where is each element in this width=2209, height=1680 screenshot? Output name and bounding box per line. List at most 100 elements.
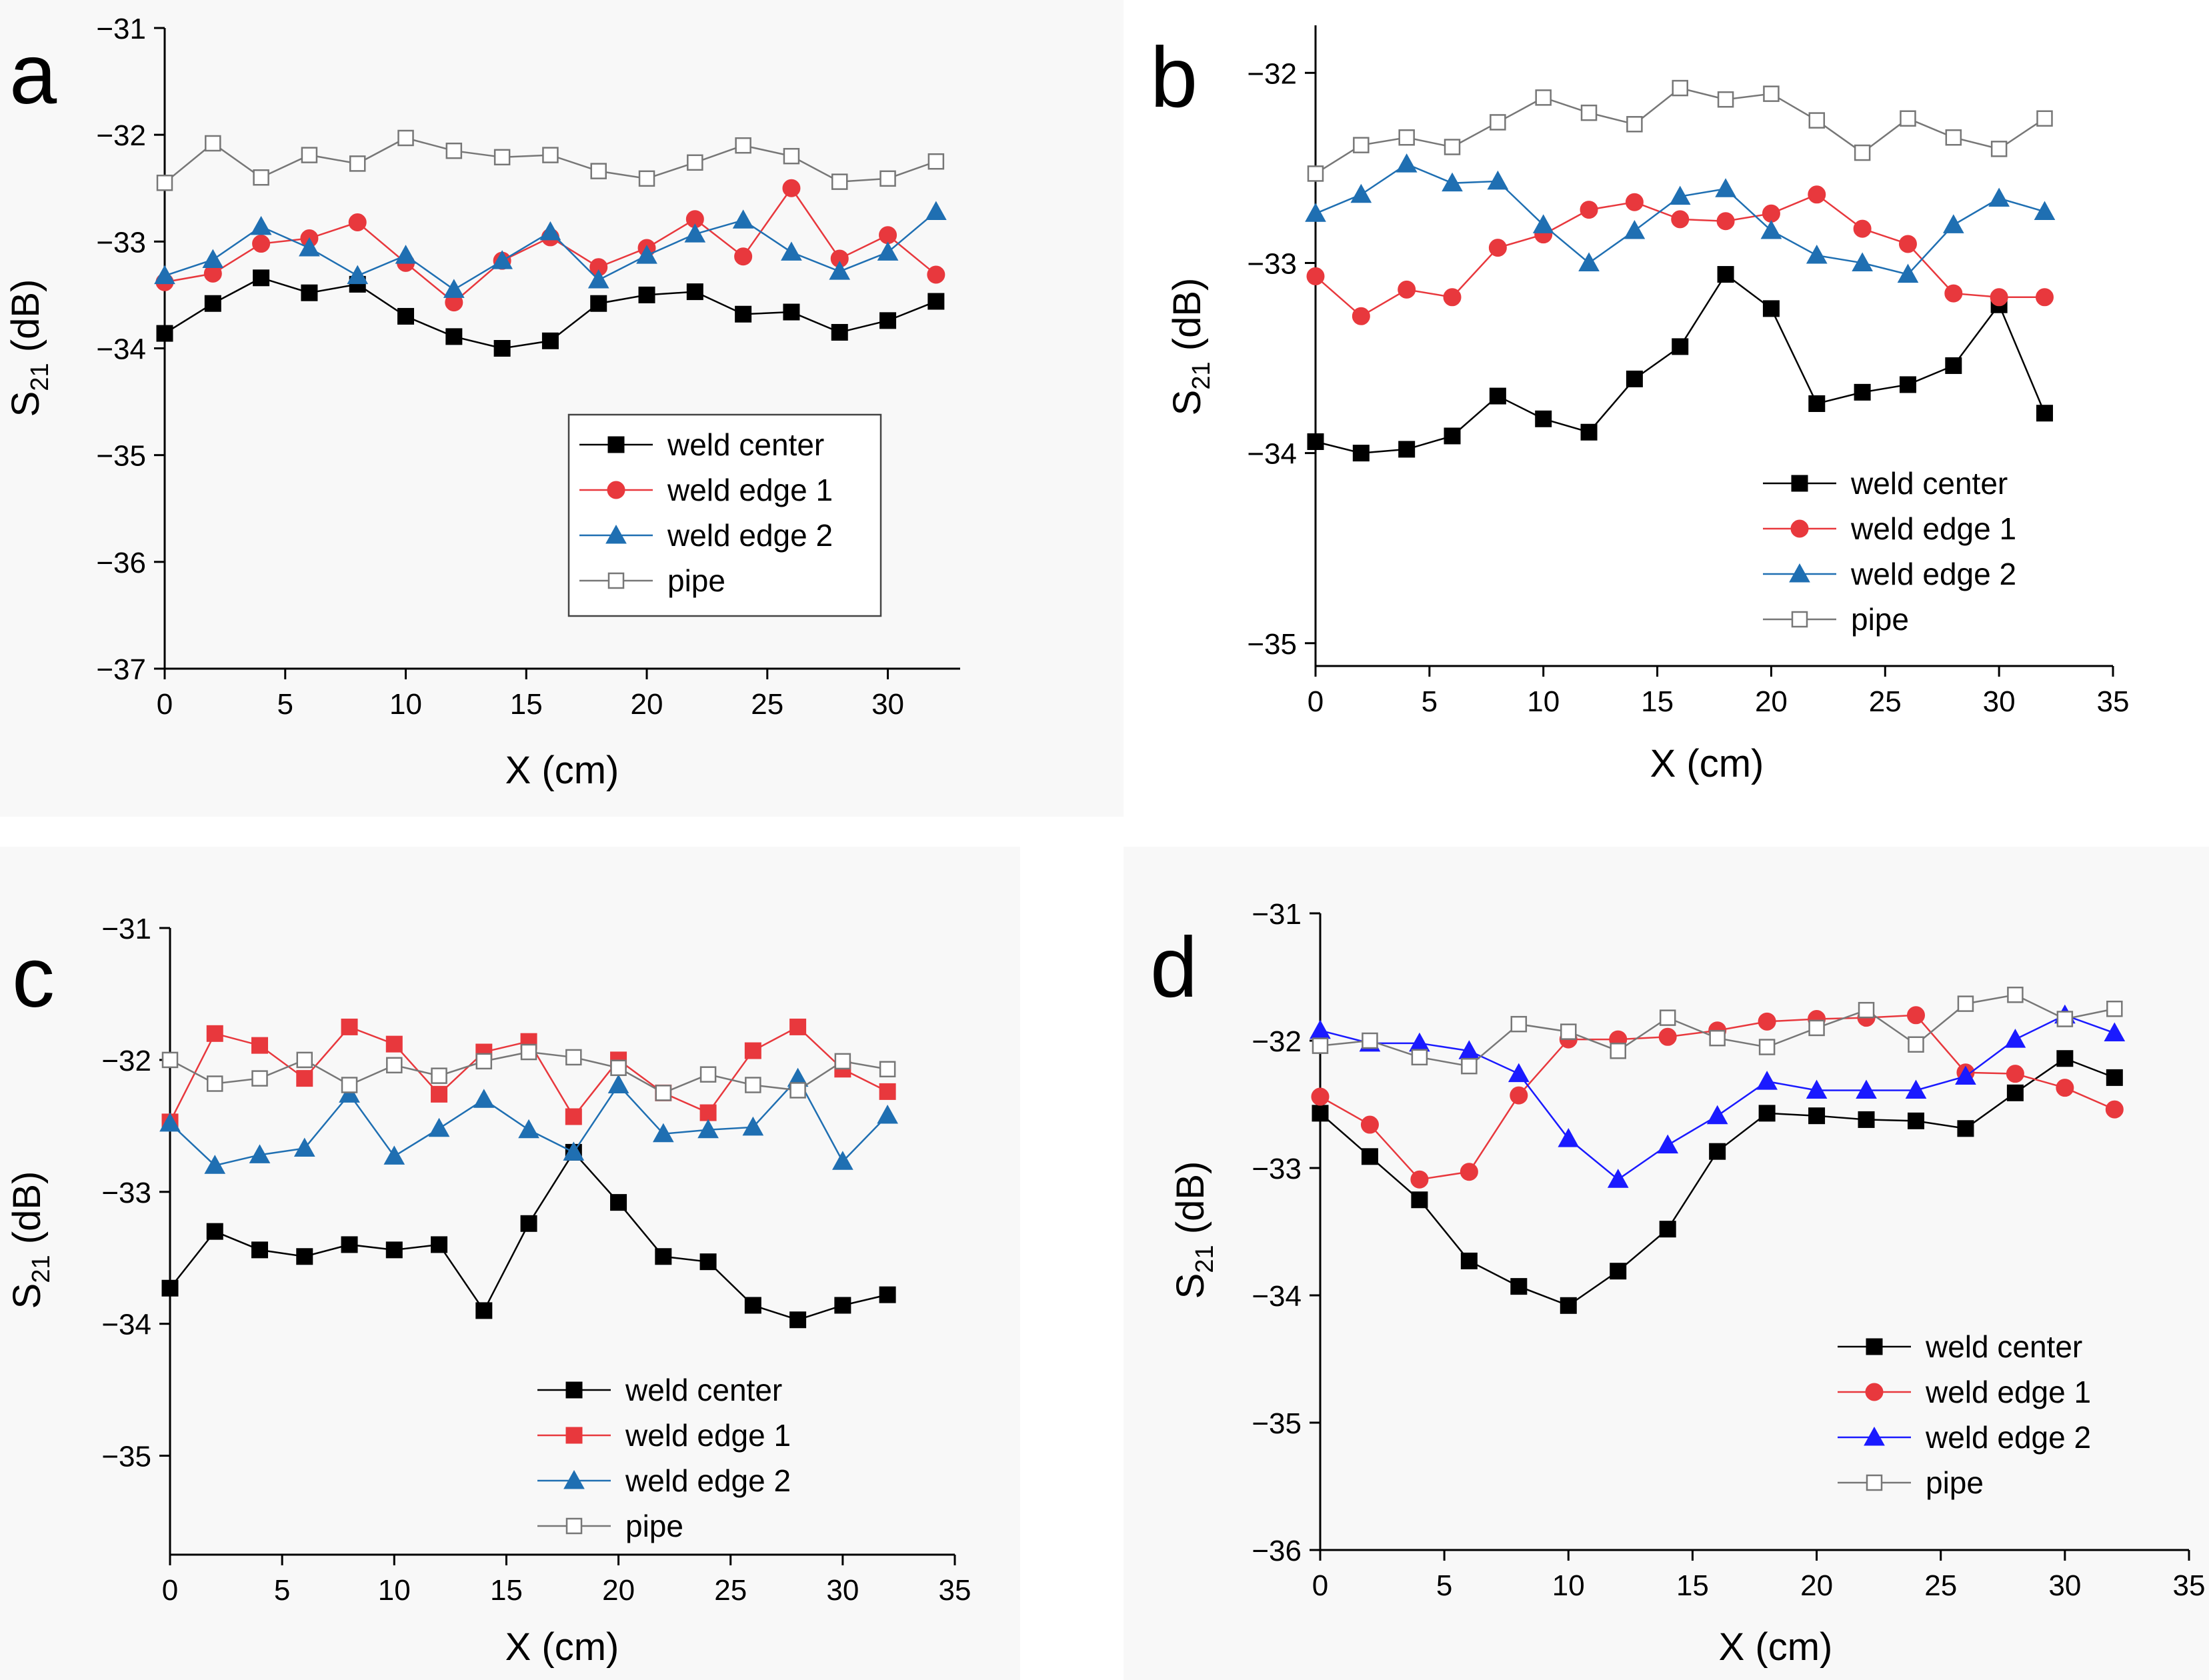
y-axis-title-unit: (dB) <box>4 279 47 363</box>
data-point <box>1410 1170 1429 1189</box>
data-point <box>927 293 945 310</box>
data-point <box>341 1077 358 1093</box>
data-point <box>834 1053 851 1070</box>
data-point <box>520 1043 537 1061</box>
data-point <box>1607 1169 1629 1188</box>
data-point <box>877 1104 898 1124</box>
data-point <box>1957 1120 1974 1137</box>
data-point <box>636 245 657 264</box>
legend-label: weld edge 1 <box>667 473 833 507</box>
data-point <box>832 1151 853 1170</box>
data-point <box>1908 1036 1924 1053</box>
data-point <box>831 323 848 341</box>
data-point <box>2036 405 2053 422</box>
legend-label: pipe <box>667 563 725 598</box>
data-point <box>341 1018 358 1035</box>
data-point <box>431 1085 448 1103</box>
y-axis-title: S21 (dB) <box>4 279 54 417</box>
data-point <box>607 1074 629 1093</box>
data-point <box>879 1083 896 1100</box>
data-point <box>1945 357 1962 374</box>
data-point <box>686 283 703 301</box>
data-point <box>383 1145 405 1165</box>
data-point <box>1717 266 1734 283</box>
data-point <box>1361 1148 1378 1165</box>
data-point <box>251 1241 269 1259</box>
data-point <box>1411 1049 1428 1066</box>
x-tick-label: 20 <box>631 688 663 721</box>
x-tick-label: 0 <box>1308 685 1324 718</box>
x-tick-label: 0 <box>1312 1569 1328 1602</box>
data-point <box>1659 1221 1676 1238</box>
data-point <box>348 213 367 232</box>
legend-marker <box>1789 563 1810 583</box>
series-weld-center <box>1312 1050 2123 1314</box>
panel-b: b 0 5 10 15 20 25 30 35 −35 −34 −33 −32 X (cm) S21 (dB… <box>1150 25 2129 785</box>
y-tick-label: −34 <box>96 333 146 366</box>
data-point <box>879 1061 896 1077</box>
data-point <box>386 1057 403 1074</box>
legend: weld center weld edge 1 weld edge 2 pipe <box>537 1373 791 1543</box>
data-point <box>1760 219 1782 239</box>
data-point <box>735 137 751 154</box>
y-tick-label: −32 <box>1252 1025 1302 1058</box>
data-point <box>834 1297 851 1314</box>
data-point <box>1756 1071 1778 1090</box>
y-axis-title-unit: (dB) <box>5 1171 49 1255</box>
data-point <box>1715 178 1736 197</box>
data-point <box>927 265 945 284</box>
data-point <box>1672 338 1689 355</box>
data-point <box>1808 1107 1826 1125</box>
y-tick-label: −31 <box>101 913 151 945</box>
legend-marker <box>1791 475 1808 492</box>
data-point <box>296 1051 313 1069</box>
data-point <box>699 1253 717 1271</box>
data-point <box>2006 1084 2024 1101</box>
data-point <box>563 1141 585 1161</box>
data-point <box>1853 219 1872 238</box>
data-point <box>156 174 173 191</box>
y-axis-title: S21 (dB) <box>5 1171 55 1309</box>
y-axis-title-main: S <box>5 1283 49 1309</box>
legend-label: weld center <box>667 427 824 462</box>
data-point <box>697 1119 719 1139</box>
legend-marker <box>1866 1474 1883 1491</box>
data-point <box>783 303 800 321</box>
y-tick-label: −37 <box>96 653 146 686</box>
data-point <box>296 1070 313 1087</box>
data-point <box>1808 185 1826 204</box>
panel-b-background <box>1124 0 2209 817</box>
data-point <box>2105 1100 2124 1119</box>
x-tick-label: 10 <box>1552 1569 1585 1602</box>
panel-a: a 0 5 10 15 20 25 30 −37 −36 −35 −34 −33 −32 −31 X (cm)… <box>4 13 960 792</box>
data-point <box>1352 445 1370 462</box>
series-pipe <box>1312 986 2123 1075</box>
x-tick-label: 5 <box>1436 1569 1452 1602</box>
data-point <box>735 305 752 323</box>
legend-marker <box>1791 611 1808 628</box>
data-point <box>1353 137 1370 153</box>
data-point <box>252 235 271 253</box>
panel-label: c <box>12 930 55 1025</box>
data-point <box>541 332 559 349</box>
data-point <box>684 223 706 243</box>
y-axis-title-unit: (dB) <box>1166 278 1209 362</box>
x-axis-title: X (cm) <box>1650 742 1764 785</box>
y-tick-label: −33 <box>96 226 146 259</box>
data-point <box>443 279 465 298</box>
data-point <box>1360 1115 1379 1134</box>
data-point <box>1758 1105 1776 1122</box>
data-point <box>590 163 607 179</box>
data-point <box>301 147 318 163</box>
legend-label: weld center <box>1850 466 2008 501</box>
y-tick-label: −36 <box>1252 1535 1302 1567</box>
data-point <box>734 247 753 266</box>
data-point <box>925 201 947 220</box>
data-point <box>202 249 224 269</box>
y-tick-label: −34 <box>1247 438 1297 471</box>
legend-label: weld edge 1 <box>1925 1375 2091 1409</box>
y-axis-title-main: S <box>4 391 47 417</box>
data-point <box>207 1075 223 1092</box>
legend-marker <box>1790 519 1809 538</box>
data-point <box>1900 110 1916 127</box>
